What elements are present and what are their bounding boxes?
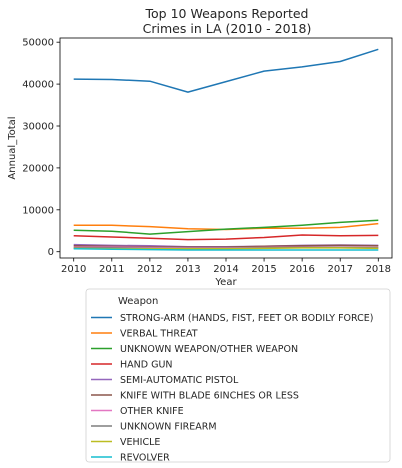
x-tick-label: 2013 — [175, 264, 200, 275]
x-axis-label: Year — [214, 277, 237, 288]
legend: Weapon STRONG-ARM (HANDS, FIST, FEET OR B… — [85, 288, 391, 464]
legend-label: VEHICLE — [120, 437, 160, 448]
y-tick-label: 10000 — [22, 205, 54, 216]
series-line-3 — [73, 219, 379, 235]
legend-label: UNKNOWN FIREARM — [120, 422, 217, 433]
x-tick-label: 2016 — [289, 264, 314, 275]
chart-title-line-1: Top 10 Weapons Reported — [145, 6, 309, 21]
legend-label: OTHER KNIFE — [120, 406, 184, 417]
legend-label: STRONG-ARM (HANDS, FIST, FEET OR BODILY … — [120, 313, 374, 324]
x-tick-label: 2018 — [366, 264, 391, 275]
x-tick-label: 2012 — [137, 264, 162, 275]
series-line-10 — [73, 248, 379, 251]
legend-label: KNIFE WITH BLADE 6INCHES OR LESS — [120, 391, 299, 402]
chart-title-line-2: Crimes in LA (2010 - 2018) — [143, 21, 312, 36]
y-tick-label: 0 — [48, 247, 54, 258]
series-line-4 — [73, 234, 379, 241]
x-tick-label: 2015 — [251, 264, 276, 275]
legend-title: Weapon — [118, 296, 158, 307]
x-tick-label: 2014 — [213, 264, 238, 275]
legend-label: REVOLVER — [120, 453, 170, 464]
plot-area: 2010 2011 2012 2013 2014 2015 2016 2017 2018 0 100… — [7, 37, 393, 288]
legend-label: SEMI-AUTOMATIC PISTOL — [120, 375, 239, 386]
y-axis-label: Annual_Total — [7, 116, 18, 179]
x-tick-label: 2011 — [99, 264, 124, 275]
y-tick-label: 20000 — [22, 163, 54, 174]
series-line-1 — [73, 48, 379, 93]
x-tick-label: 2010 — [61, 264, 86, 275]
legend-label: HAND GUN — [120, 360, 173, 371]
series-line-6 — [73, 244, 379, 248]
y-tick-label: 30000 — [22, 122, 54, 133]
x-tick-label: 2017 — [327, 264, 352, 275]
y-tick-label: 40000 — [22, 80, 54, 91]
legend-label: VERBAL THREAT — [120, 329, 198, 340]
legend-frame — [85, 288, 391, 463]
y-tick-label: 50000 — [22, 38, 54, 49]
legend-label: UNKNOWN WEAPON/OTHER WEAPON — [120, 344, 298, 355]
